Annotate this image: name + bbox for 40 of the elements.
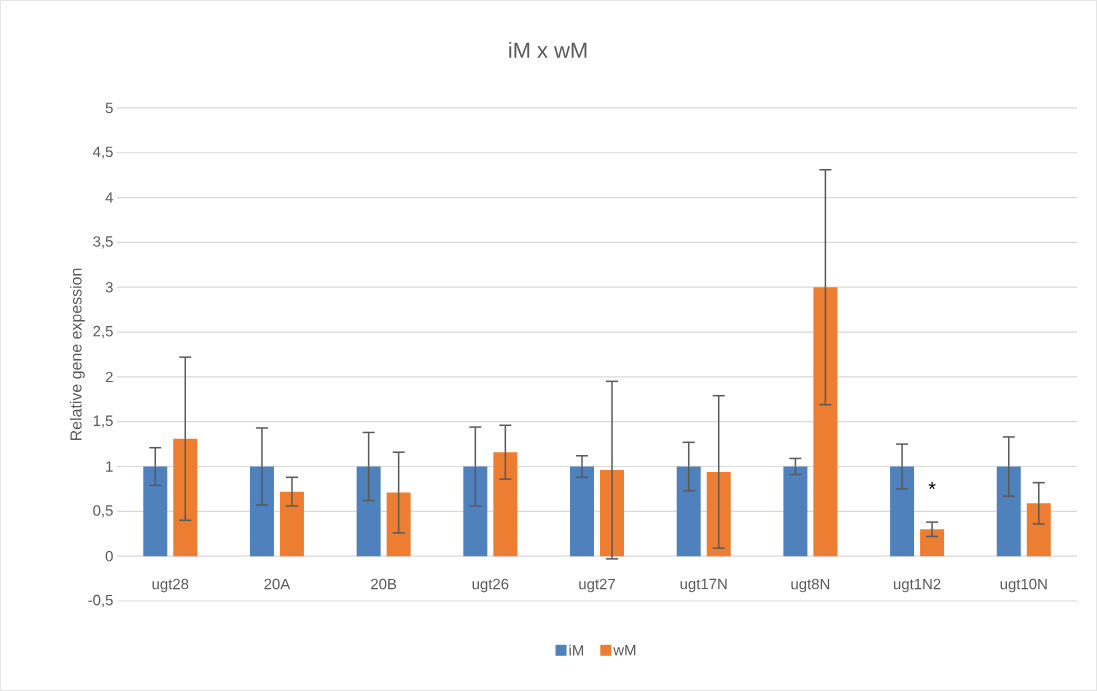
y-tick-label: 2 [105, 371, 113, 383]
bar [890, 466, 915, 557]
x-tick-label: ugt8N [791, 578, 830, 593]
x-tick-label: ugt27 [579, 578, 615, 593]
y-tick-label: 3,5 [93, 236, 113, 249]
y-tick-label: 1,5 [93, 415, 113, 428]
x-tick-label: 20B [371, 578, 397, 590]
bar [570, 466, 595, 557]
y-axis-title: Relative gene expession [69, 268, 85, 441]
y-tick-label: 4,5 [92, 146, 113, 159]
bar [249, 466, 274, 557]
bar [1026, 503, 1051, 557]
legend-label: iM [569, 644, 584, 656]
y-tick-label: 4 [105, 192, 113, 203]
bar [356, 466, 381, 557]
bar [813, 287, 838, 557]
bar [279, 491, 304, 557]
y-tick-label: 2,5 [93, 325, 113, 339]
chart-title: iM x wM [509, 41, 587, 58]
y-tick-label: 0 [105, 550, 113, 562]
bar [996, 466, 1021, 557]
x-tick-label: 20A [264, 578, 291, 590]
bar [783, 466, 808, 557]
x-tick-label: ugt28 [152, 578, 189, 593]
y-tick-label: 5 [105, 102, 113, 114]
x-tick-label: ugt1N2 [893, 578, 941, 593]
x-tick-label: ugt26 [472, 578, 509, 593]
annotation: * [928, 482, 936, 490]
x-tick-label: ugt10N [1000, 578, 1047, 593]
y-tick-label: -0,5 [88, 594, 113, 608]
x-tick-label: ugt17N [680, 578, 727, 593]
bar [143, 466, 168, 557]
y-tick-label: 1 [106, 461, 113, 472]
legend-label: wM [613, 644, 636, 656]
bar [920, 529, 945, 557]
bar [493, 452, 518, 557]
bar [676, 466, 701, 557]
y-tick-label: 0,5 [93, 505, 113, 518]
y-tick-label: 3 [105, 281, 113, 293]
bar [463, 466, 488, 557]
